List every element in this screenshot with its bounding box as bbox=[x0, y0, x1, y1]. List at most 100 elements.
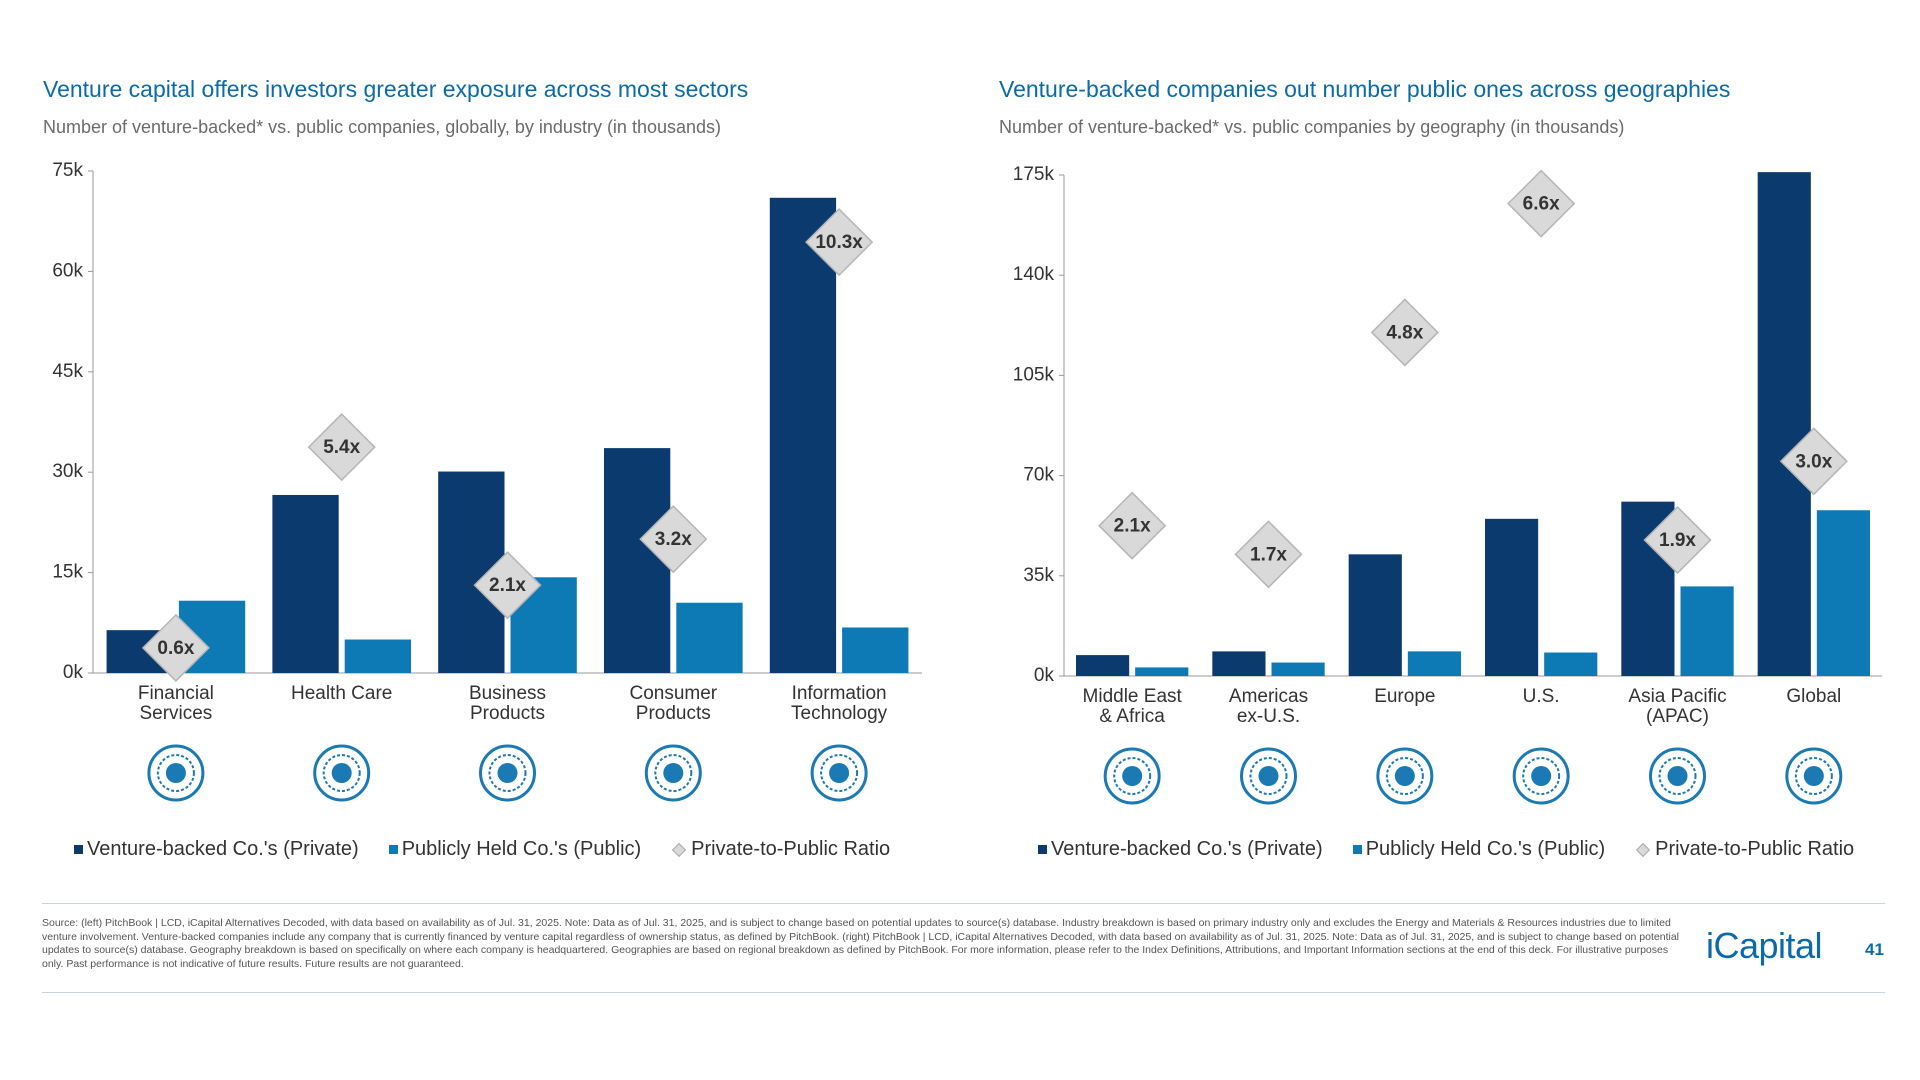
bar bbox=[1816, 510, 1871, 676]
y-tick-label: 140k bbox=[1013, 264, 1055, 285]
category-icon bbox=[479, 744, 536, 802]
legend-item: Private-to-Public Ratio bbox=[671, 838, 890, 861]
icon-inner bbox=[1794, 757, 1833, 795]
ratio-label: 10.3x bbox=[815, 232, 863, 253]
y-tick-label: 45k bbox=[52, 361, 83, 382]
divider bbox=[42, 903, 1885, 904]
ratio-marker bbox=[1507, 169, 1576, 238]
chart-title: Venture-backed companies out number publ… bbox=[999, 76, 1731, 102]
legend-swatch bbox=[74, 845, 83, 854]
legend-item: Venture-backed Co.'s (Private) bbox=[1038, 838, 1323, 861]
ratio-marker bbox=[1234, 520, 1303, 589]
ratio-label: 6.6x bbox=[1523, 194, 1560, 215]
icon-core bbox=[1803, 766, 1824, 786]
icon-inner bbox=[156, 754, 195, 792]
bar bbox=[1680, 586, 1734, 676]
bar bbox=[676, 602, 743, 673]
ratio-marker bbox=[1643, 505, 1712, 575]
icon-core bbox=[663, 763, 684, 783]
legend-label: Venture-backed Co.'s (Private) bbox=[87, 838, 359, 860]
legend-item: Private-to-Public Ratio bbox=[1635, 838, 1854, 861]
legend-swatch bbox=[1636, 842, 1651, 857]
legend-label: Private-to-Public Ratio bbox=[1655, 838, 1855, 860]
y-tick-label: 105k bbox=[1013, 364, 1055, 385]
x-tick-label: U.S. bbox=[1522, 686, 1560, 707]
x-tick-label: Financial Services bbox=[137, 683, 214, 724]
legend-swatch bbox=[672, 842, 687, 857]
legend-swatch bbox=[1038, 845, 1047, 854]
category-icon bbox=[1649, 747, 1706, 805]
icon-inner bbox=[1385, 757, 1424, 795]
legend-item: Publicly Held Co.'s (Public) bbox=[388, 838, 641, 861]
icon-inner bbox=[322, 754, 361, 792]
x-tick-label: Middle East & Africa bbox=[1082, 686, 1182, 727]
x-tick-label: Consumer Products bbox=[629, 683, 718, 724]
bar bbox=[344, 639, 412, 673]
ratio-label: 2.1x bbox=[1114, 516, 1151, 537]
category-icon bbox=[1785, 747, 1843, 805]
icon-core bbox=[331, 763, 352, 783]
chart-subtitle: Number of venture-backed* vs. public com… bbox=[999, 117, 1625, 137]
legend-swatch bbox=[1352, 845, 1362, 854]
icon-core bbox=[165, 763, 186, 783]
category-icon bbox=[147, 744, 205, 802]
icon-inner bbox=[820, 754, 859, 792]
ratio-label: 1.7x bbox=[1250, 544, 1287, 565]
chart-subtitle: Number of venture-backed* vs. public com… bbox=[43, 117, 722, 137]
y-tick-label: 0k bbox=[63, 662, 84, 683]
x-tick-label: Health Care bbox=[290, 683, 393, 704]
legend-label: Private-to-Public Ratio bbox=[691, 838, 891, 860]
category-icon bbox=[1512, 747, 1570, 805]
bar bbox=[1484, 518, 1539, 676]
ratio-marker bbox=[1779, 427, 1848, 496]
bar bbox=[1075, 655, 1130, 676]
bar bbox=[1757, 172, 1811, 676]
category-icon bbox=[810, 744, 868, 802]
ratio-marker bbox=[141, 613, 210, 682]
legend-label: Venture-backed Co.'s (Private) bbox=[1051, 838, 1323, 860]
icon-inner bbox=[654, 754, 693, 792]
category-icon bbox=[1240, 747, 1297, 805]
icon-core bbox=[1122, 766, 1143, 786]
bar bbox=[769, 197, 837, 674]
ratio-label: 3.0x bbox=[1795, 451, 1832, 472]
x-tick-label: Americas ex-U.S. bbox=[1228, 686, 1309, 727]
ratio-marker bbox=[1098, 491, 1167, 560]
icon-inner bbox=[1113, 757, 1152, 795]
ratio-label: 3.2x bbox=[655, 529, 692, 550]
y-tick-label: 175k bbox=[1013, 164, 1055, 185]
bar bbox=[1407, 651, 1462, 676]
bar bbox=[1212, 651, 1266, 676]
chart-title: Venture capital offers investors greater… bbox=[43, 76, 749, 102]
icon-core bbox=[1258, 766, 1279, 786]
y-tick-label: 0k bbox=[1034, 665, 1055, 686]
ratio-label: 5.4x bbox=[323, 437, 360, 458]
legend-item: Publicly Held Co.'s (Public) bbox=[1352, 838, 1606, 861]
ratio-label: 2.1x bbox=[489, 575, 526, 596]
ratio-marker bbox=[639, 505, 708, 574]
y-tick-label: 75k bbox=[52, 160, 83, 181]
legend-item: Venture-backed Co.'s (Private) bbox=[74, 838, 359, 861]
legend: Venture-backed Co.'s (Private) Publicly H… bbox=[1038, 838, 1854, 861]
legend-label: Publicly Held Co.'s (Public) bbox=[1365, 838, 1606, 860]
icon-inner bbox=[1249, 757, 1288, 795]
ratio-label: 0.6x bbox=[157, 638, 194, 659]
x-tick-label: Global bbox=[1786, 686, 1842, 707]
bar bbox=[1135, 667, 1189, 676]
icon-inner bbox=[488, 754, 527, 792]
ratio-marker bbox=[1370, 298, 1439, 367]
ratio-label: 1.9x bbox=[1659, 530, 1696, 551]
ratio-label: 4.8x bbox=[1386, 322, 1423, 343]
legend-swatch bbox=[388, 845, 398, 854]
y-tick-label: 35k bbox=[1023, 565, 1054, 586]
y-tick-label: 70k bbox=[1023, 465, 1054, 486]
logo: iCapital bbox=[1706, 925, 1823, 966]
y-tick-label: 60k bbox=[52, 260, 83, 281]
ratio-marker bbox=[473, 551, 542, 620]
icon-core bbox=[1667, 766, 1688, 786]
bar bbox=[272, 494, 339, 673]
ratio-marker bbox=[805, 208, 874, 277]
legend: Venture-backed Co.'s (Private) Publicly H… bbox=[74, 838, 890, 861]
